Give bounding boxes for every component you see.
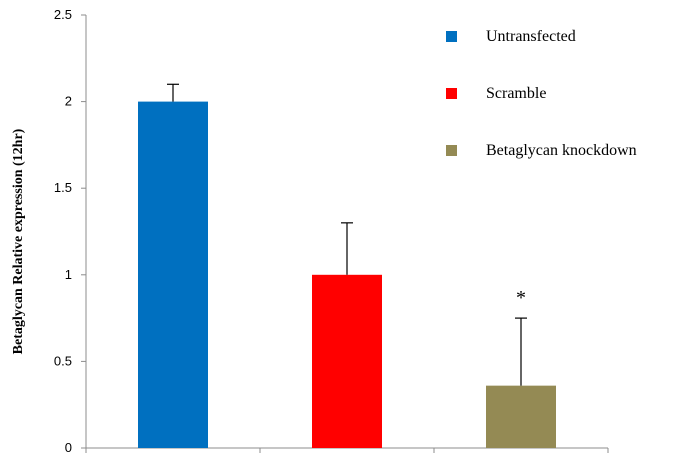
- y-tick-label: 1: [65, 267, 72, 282]
- error-bars: [167, 83, 527, 386]
- significance-marker: *: [516, 287, 526, 309]
- bars: [138, 101, 556, 448]
- y-tick-label: 2.5: [54, 7, 72, 22]
- legend-label: Betaglycan knockdown: [486, 142, 637, 159]
- legend-label: Untransfected: [486, 28, 576, 45]
- y-tick-label: 1.5: [54, 180, 72, 195]
- bar-betaglycan-knockdown: [486, 385, 556, 448]
- bar-untransfected: [138, 101, 208, 448]
- annotations: *: [516, 287, 526, 309]
- bar-scramble: [312, 274, 382, 448]
- legend-label: Scramble: [486, 85, 546, 102]
- y-tick-label: 0: [65, 440, 72, 454]
- legend-swatch: [446, 31, 457, 42]
- y-tick-label: 0.5: [54, 353, 72, 368]
- y-axis-title: Betaglycan Relative expression (12hr): [11, 128, 26, 354]
- y-tick-label: 2: [65, 94, 72, 109]
- legend-swatch: [446, 88, 457, 99]
- legend: Untransfected Scramble Betaglycan knockdow…: [446, 28, 637, 159]
- legend-swatch: [446, 145, 457, 156]
